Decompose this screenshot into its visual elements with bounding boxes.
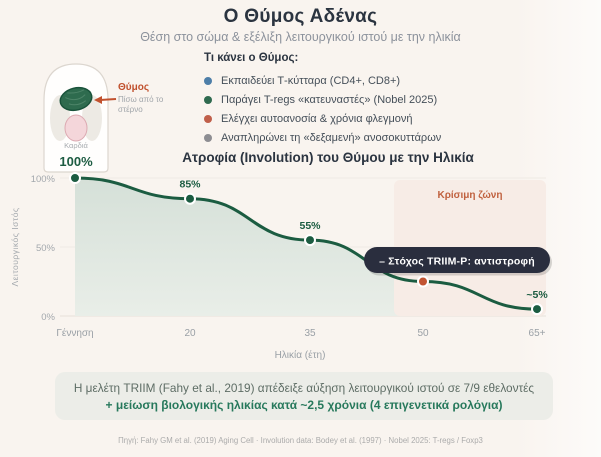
list-item: Αναπληρώνει τη «δεξαμενή» ανοσοκυττάρων [204, 128, 441, 147]
function-label: Αναπληρώνει τη «δεξαμενή» ανοσοκυττάρων [221, 131, 442, 144]
thymus-arrow [99, 98, 117, 101]
x-tick-label: 35 [304, 328, 316, 339]
heart-label: Καρδιά [64, 141, 88, 150]
thymus-arrowhead-icon [94, 96, 102, 104]
y-tick-label: 50% [36, 243, 56, 254]
y-tick-label: 0% [41, 312, 55, 323]
target-annotation-label: – Στόχος TRIIM-P: αντιστροφή [379, 256, 535, 268]
y-axis-title: Λειτουργικός Ιστός [10, 207, 20, 286]
bullet-dot-icon [204, 114, 212, 123]
target-annotation-pill: – Στόχος TRIIM-P: αντιστροφή [364, 247, 552, 276]
thymus-sublabel-line2: στέρνο [118, 105, 143, 114]
page-subtitle: Θέση στο σώμα & εξέλιξη λειτουργικού ιστ… [140, 30, 461, 44]
x-tick-label: 65+ [529, 328, 546, 339]
list-item: Ελέγχει αυτοανοσία & χρόνια φλεγμονή [204, 109, 441, 128]
function-label: Παράγει T-regs «κατευναστές» (Nobel 2025… [221, 93, 438, 106]
start-value-label: 100% [59, 154, 93, 169]
functions-list: Τι κάνει ο Θύμος: Εκπαιδεύει Τ-κύτταρα (… [204, 52, 441, 147]
list-item: Εκπαιδεύει Τ-κύτταρα (CD4+, CD8+) [204, 71, 441, 90]
involution-chart: Κρίσιμη ζώνη 85%55%~5% Γέννηση 20 35 50 65+ … [10, 172, 552, 361]
pill-background [364, 247, 550, 273]
x-axis-title: Ηλικία (έτη) [275, 349, 326, 361]
source-footnote: Πηγή: Fahy GM et al. (2019) Aging Cell ·… [118, 436, 483, 445]
chart-title: Ατροφία (Involution) του Θύμου με την Ηλ… [182, 150, 474, 165]
study-result-line2: + μείωση βιολογικής ηλικίας κατά ~2,5 χρ… [105, 397, 503, 412]
data-point [417, 275, 429, 288]
data-point-label: 55% [299, 220, 321, 232]
x-tick-label: 20 [184, 328, 196, 339]
study-result-card: Η μελέτη TRIIM (Fahy et al., 2019) απέδε… [55, 372, 553, 420]
data-point [184, 192, 196, 205]
critical-zone-label: Κρίσιμη ζώνη [438, 190, 503, 201]
function-label: Ελέγχει αυτοανοσία & χρόνια φλεγμονή [221, 112, 413, 125]
heart-shape [64, 114, 88, 142]
anatomy-illustration: Θύμος Πίσω από το στέρνο Καρδιά 100% [43, 63, 164, 173]
data-point [304, 234, 316, 247]
thymus-sublabel-line1: Πίσω από το [118, 95, 164, 104]
study-result-line1: Η μελέτη TRIIM (Fahy et al., 2019) απέδε… [73, 380, 535, 395]
data-point-label: ~5% [526, 289, 548, 301]
bullet-dot-icon [204, 95, 212, 104]
functions-list-title: Τι κάνει ο Θύμος: [204, 52, 299, 64]
bullet-dot-icon [204, 133, 212, 142]
y-tick-label: 100% [31, 174, 56, 185]
x-tick-labels: Γέννηση 20 35 50 65+ [56, 327, 545, 339]
data-point-label: 85% [179, 179, 201, 191]
x-tick-label: Γέννηση [56, 327, 93, 339]
thymus-label: Θύμος [118, 82, 149, 93]
x-tick-label: 50 [417, 328, 429, 339]
bullet-dot-icon [204, 76, 212, 85]
thymus-shape [59, 86, 93, 112]
function-label: Εκπαιδεύει Τ-κύτταρα (CD4+, CD8+) [221, 74, 401, 87]
list-item: Παράγει T-regs «κατευναστές» (Nobel 2025… [204, 90, 441, 109]
data-points: 85% 55% ~5% [69, 172, 548, 316]
data-point [69, 172, 81, 184]
y-tick-labels: 100% 50% 0% [31, 174, 56, 323]
data-point [531, 303, 543, 316]
page-title: Ο Θύμος Αδένας [223, 6, 378, 27]
